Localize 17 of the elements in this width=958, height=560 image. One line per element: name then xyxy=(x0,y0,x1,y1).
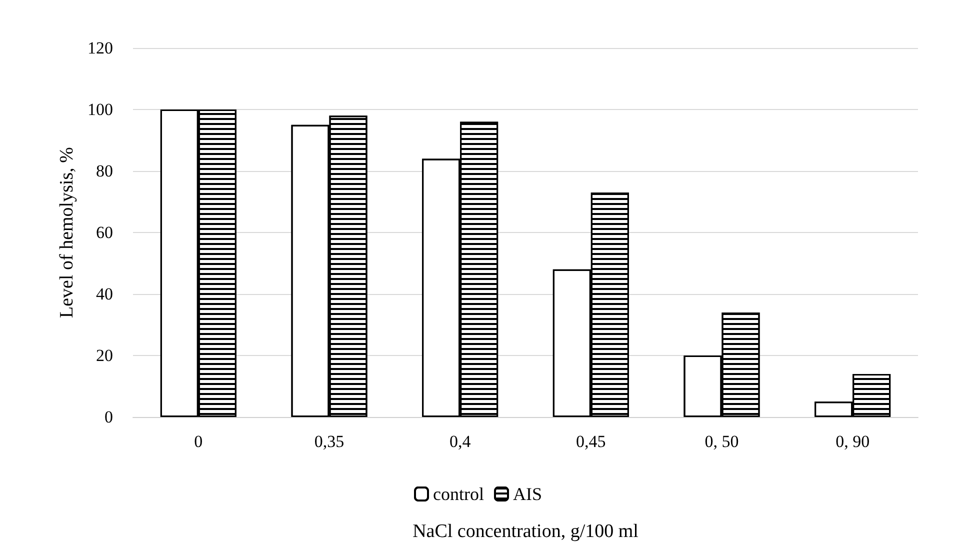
x-tick-label: 0 xyxy=(194,432,203,451)
x-tick-label: 0,45 xyxy=(576,432,606,451)
x-tick-label: 0, 50 xyxy=(704,432,739,451)
y-tick-label: 120 xyxy=(88,38,113,58)
legend-label: control xyxy=(433,484,484,504)
y-tick-label: 20 xyxy=(96,346,113,365)
y-tick-label: 80 xyxy=(96,162,113,180)
y-tick-label: 40 xyxy=(96,284,113,304)
legend-label: AIS xyxy=(512,484,542,504)
y-tick-label: 100 xyxy=(88,100,113,119)
y-tick-label: 60 xyxy=(96,223,113,242)
x-axis-title: NaCl concentration, g/100 ml xyxy=(412,521,638,542)
y-axis-title: Level of hemolysis, % xyxy=(56,146,78,318)
x-tick-label: 0,4 xyxy=(449,432,472,451)
x-tick-label: 0,35 xyxy=(314,432,344,451)
y-tick-label: 0 xyxy=(104,408,113,426)
x-tick-label: 0, 90 xyxy=(836,432,870,451)
